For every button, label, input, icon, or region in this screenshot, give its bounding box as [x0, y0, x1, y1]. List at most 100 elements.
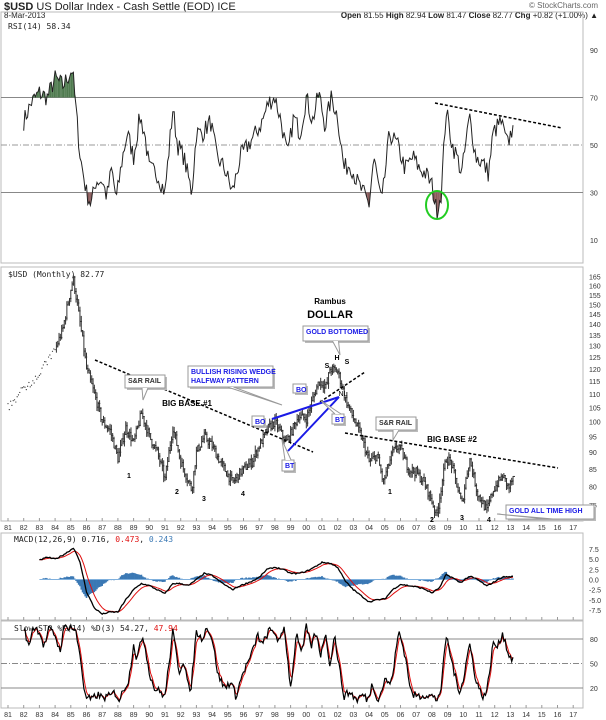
price-dot	[10, 400, 12, 402]
x-tick-label: 00	[302, 525, 310, 532]
x-tick-label: 82	[20, 525, 28, 532]
price-dot	[40, 373, 42, 375]
x-tick-label: 14	[522, 525, 530, 532]
base-2-point-label: 4	[487, 517, 491, 524]
price-dot	[45, 361, 47, 363]
x-tick-label: 17	[569, 712, 577, 719]
x-tick-label: 08	[428, 712, 436, 719]
shoulder-left-label: S	[325, 363, 330, 370]
histogram-value: 0.243	[148, 535, 174, 544]
rsi-overbought-fill	[49, 82, 52, 98]
x-tick-label: 07	[412, 712, 420, 719]
x-tick-label: 14	[522, 712, 530, 719]
annotation-title: Rambus	[314, 297, 346, 306]
x-tick-label: 95	[224, 712, 232, 719]
price-tick-label: 155	[589, 293, 601, 300]
price-tick-label: 80	[589, 484, 597, 491]
base-1-point-label: 1	[127, 473, 131, 480]
big-base-1-label: BIG BASE #1	[162, 399, 212, 408]
price-dot	[19, 391, 21, 394]
x-tick-label: 01	[318, 525, 326, 532]
big-base-2-label: BIG BASE #2	[427, 435, 477, 444]
price-tick-label: 115	[589, 379, 600, 386]
panel-frame	[0, 532, 584, 621]
rsi-overbought-fill	[57, 78, 60, 98]
shoulder-right-label: S	[345, 359, 350, 366]
chg-label: Chg	[514, 11, 531, 20]
rsi-overbought-fill	[70, 73, 73, 98]
open-value: 81.55	[363, 11, 384, 20]
price-tick-label: 85	[589, 467, 597, 474]
rsi-overbought-fill	[69, 73, 71, 98]
rsi-trendline	[434, 102, 563, 129]
base-1-point-label: 2	[175, 489, 179, 496]
macd-tick-label: 5.0	[589, 557, 599, 564]
neckline-label: NL	[339, 391, 348, 398]
panel-frame	[0, 11, 584, 264]
d-value: 47.94	[153, 624, 178, 633]
big-base-2-line	[344, 432, 559, 469]
price-tick-label: 120	[589, 367, 601, 374]
rsi-overbought-fill	[60, 75, 62, 98]
base-1-point-label: 3	[202, 496, 206, 503]
price-tick-label: 125	[589, 355, 601, 362]
macd-tick-label: 7.5	[589, 547, 599, 554]
big-base-1-line	[94, 359, 314, 453]
price-dot	[42, 364, 44, 366]
x-tick-label: 02	[334, 525, 342, 532]
price-dot	[12, 400, 14, 402]
bo-callout-2	[292, 383, 307, 394]
price-dot	[23, 386, 25, 388]
panel-frame	[0, 266, 584, 522]
rsi-line	[23, 70, 514, 219]
x-tick-label: 13	[507, 525, 515, 532]
rsi-overbought-fill	[56, 76, 58, 98]
x-tick-label: 17	[569, 525, 577, 532]
rsi-overbought-fill	[66, 81, 69, 98]
close-label: Close	[468, 11, 491, 20]
annotation-subtitle: DOLLAR	[307, 309, 353, 321]
high-label: High	[385, 11, 404, 20]
sto-legend: Slow STO %K(14) %D(3) 54.27, 47.94	[14, 624, 178, 633]
x-tick-label: 91	[161, 712, 169, 719]
price-dot	[28, 381, 30, 384]
x-tick-label: 03	[350, 712, 358, 719]
x-tick-label: 16	[554, 525, 562, 532]
x-tick-label: 11	[475, 712, 482, 719]
quote-line: Open 81.55 High 82.94 Low 81.47 Close 82…	[340, 11, 598, 20]
price-tick-label: 150	[589, 302, 601, 309]
sto-tick-label: 80	[590, 637, 598, 644]
bo-callout-1	[251, 415, 265, 427]
price-dot	[8, 409, 10, 411]
instrument-name: US Dollar Index - Cash Settle (EOD) ICE	[36, 1, 236, 13]
rsi-tick-label: 70	[590, 96, 598, 103]
x-tick-label: 92	[177, 525, 185, 532]
price-dot	[49, 354, 51, 356]
price-dot	[53, 348, 55, 350]
chg-value: +0.82 (+1.00%)	[532, 11, 588, 20]
x-tick-label: 06	[397, 525, 405, 532]
x-tick-label: 84	[51, 525, 59, 532]
sto-tick-label: 20	[590, 686, 598, 693]
x-tick-label: 05	[381, 525, 389, 532]
sto-label: Slow STO %K(14) %D(3)	[14, 624, 116, 633]
bt-callout-2-pointer	[319, 399, 342, 415]
x-tick-label: 96	[240, 712, 248, 719]
panel-frame	[0, 620, 584, 709]
x-tick-label: 93	[193, 525, 201, 532]
x-tick-label: 06	[397, 712, 405, 719]
x-tick-label: 12	[491, 525, 499, 532]
x-tick-label: 11	[475, 525, 482, 532]
wedge-upper-line	[271, 396, 340, 420]
x-tick-label: 92	[177, 712, 185, 719]
bt-callout-1-text: BT	[285, 463, 295, 470]
bt-callout-2-text: BT	[335, 417, 345, 424]
x-tick-label: 86	[83, 712, 91, 719]
low-value: 81.47	[446, 11, 467, 20]
x-tick-label: 83	[36, 525, 44, 532]
neckline	[319, 371, 366, 403]
x-tick-label: 86	[83, 525, 91, 532]
chart-date: 8-Mar-2013	[4, 11, 46, 20]
